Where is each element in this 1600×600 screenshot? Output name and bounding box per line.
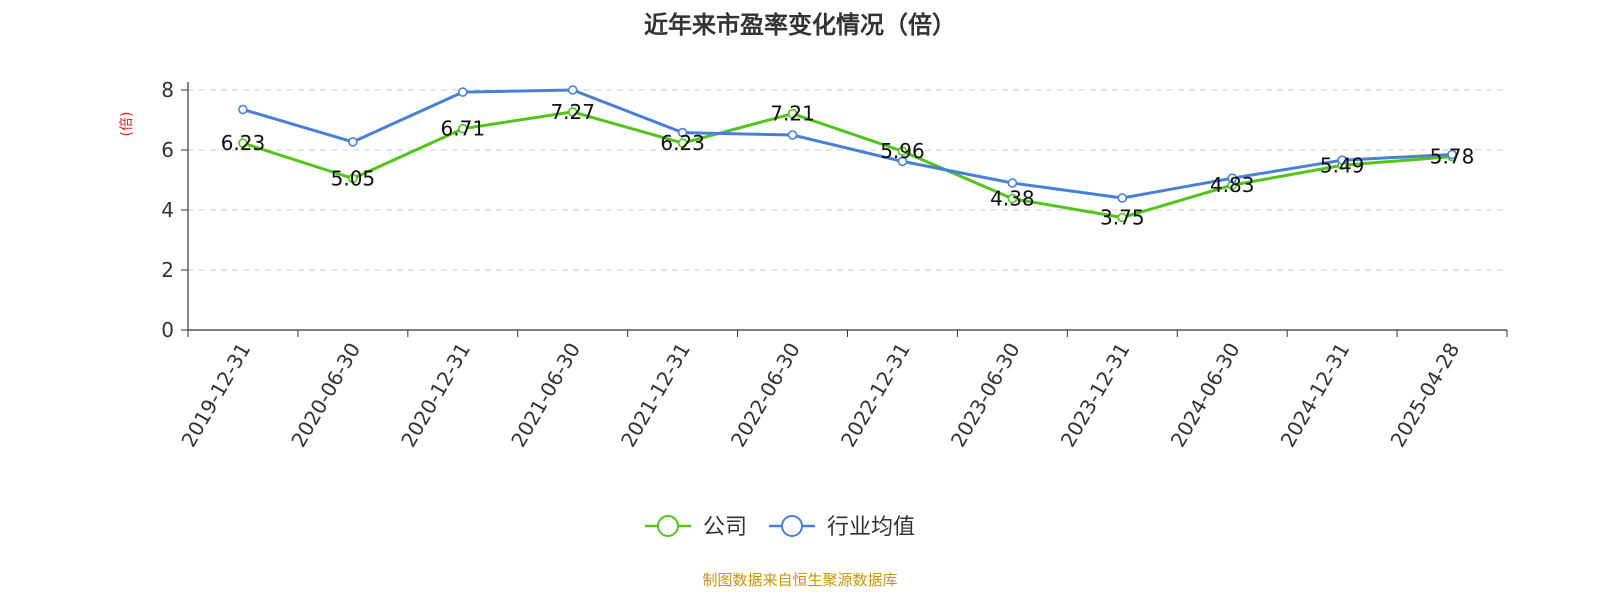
data-label: 3.75: [1100, 206, 1145, 230]
data-label: 7.21: [770, 102, 815, 126]
x-tick-label: 2021-12-31: [616, 339, 695, 452]
data-point: [238, 138, 248, 148]
data-label: 5.05: [331, 167, 376, 191]
data-point: [238, 104, 248, 115]
data-label: 6.71: [441, 117, 486, 141]
data-point: [567, 85, 578, 95]
series-line-0: [242, 110, 1453, 219]
chart-title: 近年来市盈率变化情况（倍）: [644, 11, 956, 39]
source-note: 制图数据来自恒生聚源数据库: [702, 571, 897, 589]
data-point: [567, 107, 578, 117]
x-tick-label: 2019-12-31: [176, 339, 255, 452]
x-tick-label: 2022-06-30: [726, 339, 805, 452]
data-label: 5.96: [880, 139, 925, 163]
data-point: [1227, 173, 1238, 183]
legend-marker: [657, 515, 679, 537]
y-axis-label: (倍): [119, 112, 135, 137]
data-label: 4.38: [990, 187, 1035, 211]
series-points: [238, 85, 1457, 223]
x-tick-label: 2022-12-31: [836, 338, 915, 451]
data-labels: 6.23 5.05 6.71 7.27 6.23 7.21 5.96 4.38 3.75 4.83…: [221, 100, 1475, 230]
y-tick-label: 6: [161, 138, 174, 162]
data-point: [897, 146, 908, 156]
data-point: [677, 127, 688, 138]
data-point: [897, 156, 908, 167]
data-label: 5.78: [1430, 145, 1475, 169]
data-label: 7.27: [550, 100, 595, 124]
data-point: [1007, 178, 1018, 188]
gridlines: [188, 89, 1507, 271]
x-tick-label: 2023-12-31: [1056, 339, 1135, 452]
data-point: [787, 130, 798, 140]
legend-marker: [781, 515, 804, 537]
x-tick-label: 2024-06-30: [1166, 339, 1245, 452]
x-axis-ticks: 2019-12-31 2020-06-30 2020-12-31 2021-06-30…: [176, 330, 1508, 452]
data-point: [348, 173, 358, 184]
data-point: [457, 87, 468, 97]
x-tick-label: 2024-12-31: [1276, 339, 1355, 452]
series-line-1: [242, 88, 1453, 200]
data-point: [348, 137, 358, 147]
data-point: [787, 108, 798, 119]
data-point: [1117, 212, 1128, 223]
legend-label: 公司: [703, 515, 747, 540]
legend: 公司 行业均值: [645, 515, 915, 540]
axes: [187, 82, 1507, 331]
x-tick-label: 2025-04-28: [1385, 339, 1464, 452]
data-point: [1337, 155, 1347, 165]
data-point: [1007, 193, 1018, 204]
x-tick-label: 2021-06-30: [506, 339, 585, 452]
data-point: [1117, 193, 1128, 203]
x-tick-label: 2023-06-30: [946, 339, 1025, 452]
data-point: [1447, 149, 1457, 160]
y-tick-label: 8: [161, 78, 174, 102]
y-tick-label: 4: [161, 198, 174, 222]
y-axis-ticks: 0 2 4 6 8: [161, 78, 188, 342]
series-lines: [242, 88, 1453, 219]
data-label: 6.23: [660, 131, 705, 155]
data-point: [677, 138, 688, 148]
data-point: [457, 123, 468, 134]
y-tick-label: 2: [161, 258, 174, 282]
y-tick-label: 0: [161, 318, 174, 342]
x-tick-label: 2020-06-30: [286, 339, 365, 452]
legend-label: 行业均值: [827, 515, 915, 540]
x-tick-label: 2020-12-31: [396, 338, 475, 451]
data-label: 4.83: [1210, 173, 1255, 197]
legend-item-1: 行业均值: [769, 515, 915, 540]
legend-item-0: 公司: [645, 515, 747, 540]
data-label: 5.49: [1320, 153, 1365, 177]
data-label: 6.23: [221, 131, 266, 155]
